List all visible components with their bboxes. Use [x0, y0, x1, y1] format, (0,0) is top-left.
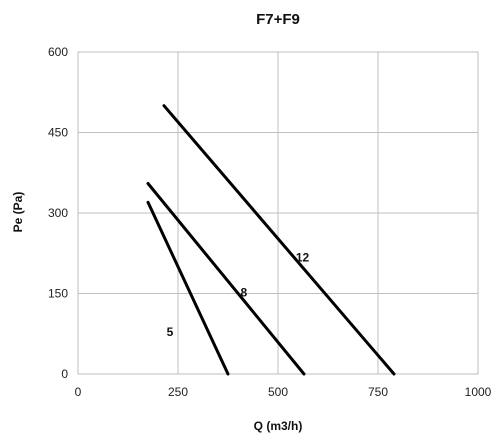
x-tick-label: 750 [368, 385, 388, 399]
x-tick-label: 0 [75, 385, 82, 399]
y-tick-label: 300 [48, 206, 68, 220]
series-line-8 [146, 182, 306, 376]
x-axis-ticks: 0 250 500 750 1000 [75, 385, 492, 399]
y-axis-title: Pe (Pa) [11, 192, 25, 233]
series-label-12: 12 [296, 250, 310, 264]
x-tick-label: 1000 [465, 385, 492, 399]
x-tick-label: 500 [268, 385, 288, 399]
y-tick-label: 150 [48, 287, 68, 301]
x-axis-title: Q (m3/h) [254, 419, 303, 433]
grid [77, 51, 479, 375]
y-tick-label: 0 [61, 367, 68, 381]
series-line-5 [146, 200, 230, 376]
plot-area [77, 51, 479, 375]
y-tick-label: 600 [48, 45, 68, 59]
series-label-5: 5 [167, 325, 174, 339]
x-tick-label: 250 [168, 385, 188, 399]
y-tick-label: 450 [48, 126, 68, 140]
y-axis-ticks: 0 150 300 450 600 [48, 45, 68, 381]
series-lines [146, 104, 396, 376]
series-labels: 5 8 12 [167, 250, 310, 339]
series-line-12 [162, 104, 396, 376]
series-label-8: 8 [240, 285, 247, 299]
chart-title: F7+F9 [256, 11, 300, 28]
